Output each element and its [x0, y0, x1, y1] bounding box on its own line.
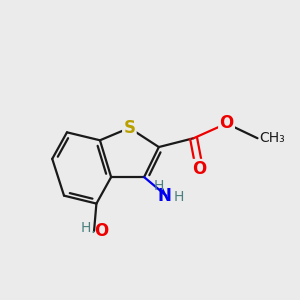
Text: .: .: [90, 221, 95, 236]
Text: CH₃: CH₃: [259, 131, 285, 145]
Text: H: H: [154, 179, 164, 193]
Text: O: O: [192, 160, 207, 178]
Text: H: H: [81, 221, 91, 235]
Text: H: H: [174, 190, 184, 204]
Text: O: O: [94, 222, 109, 240]
Text: O: O: [219, 115, 234, 133]
Text: N: N: [158, 187, 172, 205]
Text: S: S: [123, 119, 135, 137]
